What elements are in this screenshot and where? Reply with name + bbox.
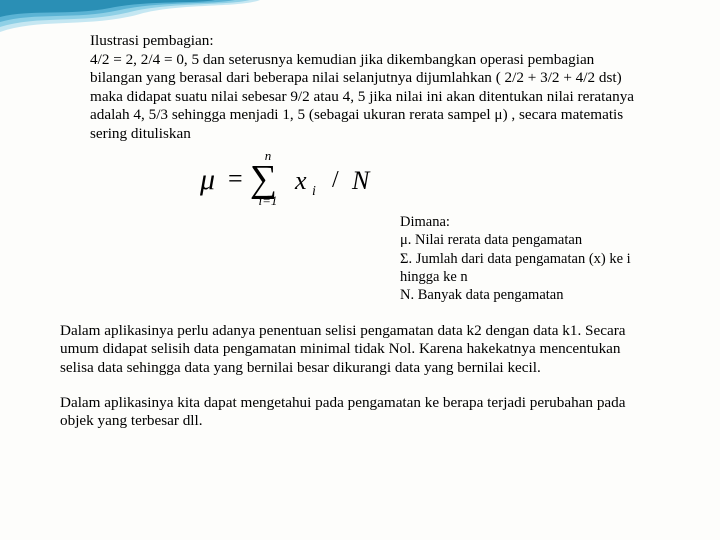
- formula-sigma-lower: i=1: [259, 193, 278, 207]
- legend-line-sigma: Σ. Jumlah dari data pengamatan (x) ke i …: [400, 250, 650, 286]
- formula-legend: Dimana: μ. Nilai rerata data pengamatan …: [400, 213, 650, 304]
- paragraph-application-1: Dalam aplikasinya perlu adanya penentuan…: [60, 322, 650, 378]
- legend-line-n: N. Banyak data pengamatan: [400, 286, 650, 304]
- formula-x-sub: i: [312, 184, 316, 199]
- formula-eq: =: [228, 164, 243, 193]
- slide-content: Ilustrasi pembagian: 4/2 = 2, 2/4 = 0, 5…: [0, 0, 720, 431]
- formula-mu-sum: μ = n ∑ i=1 x i / N: [200, 149, 650, 207]
- legend-line-mu: μ. Nilai rerata data pengamatan: [400, 231, 650, 249]
- paragraph-illustration: Ilustrasi pembagian: 4/2 = 2, 2/4 = 0, 5…: [90, 32, 650, 143]
- legend-heading: Dimana:: [400, 213, 650, 231]
- formula-mu: μ: [200, 163, 215, 196]
- formula-divide: /: [332, 167, 339, 193]
- formula-x: x: [294, 166, 307, 195]
- formula-n: N: [351, 166, 371, 195]
- paragraph-application-2: Dalam aplikasinya kita dapat mengetahui …: [60, 394, 650, 431]
